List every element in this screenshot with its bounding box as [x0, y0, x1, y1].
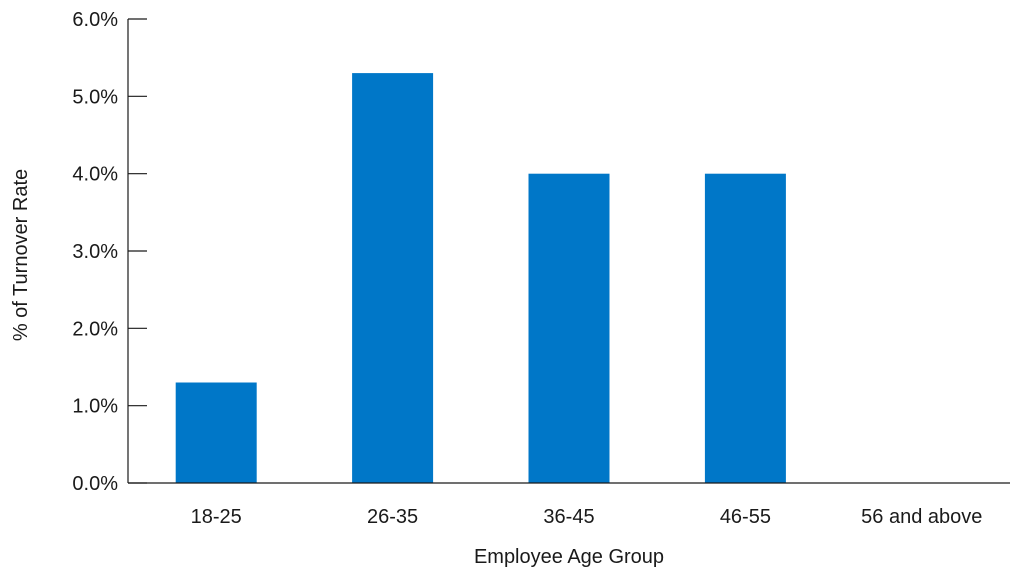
labels-layer: 0.0% 1.0% 2.0% 3.0% 4.0% 5.0% 6.0% 18-25 26-35 36… — [72, 9, 982, 528]
y-axis-title: % of Turnover Rate — [10, 169, 32, 341]
x-tick-label: 56 and above — [861, 506, 982, 528]
bar-36-45 — [528, 173, 610, 483]
x-axis-title: Employee Age Group — [474, 546, 664, 568]
y-tick-label: 0.0% — [72, 473, 118, 495]
y-tick-label: 3.0% — [72, 241, 118, 263]
axes-layer — [127, 18, 1010, 484]
x-tick-label: 18-25 — [191, 506, 242, 528]
x-tick-label: 36-45 — [543, 506, 594, 528]
y-tick-label: 5.0% — [72, 86, 118, 108]
x-tick-label: 26-35 — [367, 506, 418, 528]
y-tick-label: 4.0% — [72, 164, 118, 186]
y-tick-label: 2.0% — [72, 318, 118, 340]
x-tick-label: 46-55 — [720, 506, 771, 528]
bar-26-35 — [352, 73, 434, 483]
bar-46-55 — [704, 173, 786, 483]
bar-18-25 — [175, 382, 257, 483]
bars-layer — [175, 73, 786, 483]
y-tick-label: 1.0% — [72, 396, 118, 418]
y-tick-label: 6.0% — [72, 9, 118, 31]
